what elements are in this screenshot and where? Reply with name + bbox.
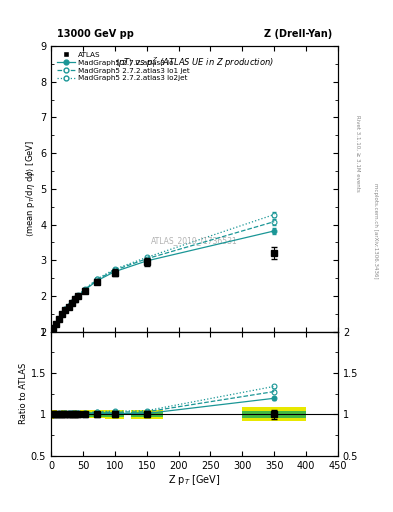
Text: 13000 GeV pp: 13000 GeV pp xyxy=(57,29,134,39)
Bar xyxy=(51,410,54,419)
Bar xyxy=(51,412,54,417)
Bar xyxy=(131,412,163,417)
Text: mcplots.cern.ch [arXiv:1306.3436]: mcplots.cern.ch [arXiv:1306.3436] xyxy=(373,183,378,278)
Bar xyxy=(54,410,57,418)
Bar xyxy=(67,412,70,416)
Bar xyxy=(61,410,64,418)
Bar xyxy=(77,412,80,416)
Bar xyxy=(131,410,163,419)
Bar xyxy=(70,411,73,418)
Text: ATLAS_2019_I1736531: ATLAS_2019_I1736531 xyxy=(151,236,238,245)
Y-axis label: Ratio to ATLAS: Ratio to ATLAS xyxy=(19,363,28,424)
Bar xyxy=(64,412,67,416)
Bar xyxy=(67,411,70,418)
Bar xyxy=(57,412,61,416)
Bar xyxy=(77,411,80,418)
Bar xyxy=(80,410,89,418)
Bar xyxy=(242,411,306,418)
Bar xyxy=(54,412,57,417)
Text: Rivet 3.1.10, ≥ 3.1M events: Rivet 3.1.10, ≥ 3.1M events xyxy=(355,115,360,192)
Bar xyxy=(73,412,77,416)
Bar xyxy=(80,412,89,416)
Legend: ATLAS, MadGraph5 2.7.2.atlas3 lo, MadGraph5 2.7.2.atlas3 lo1 jet, MadGraph5 2.7.: ATLAS, MadGraph5 2.7.2.atlas3 lo, MadGra… xyxy=(54,49,193,84)
Bar xyxy=(105,412,125,417)
Text: $\langle$pT$\rangle$ vs $p_T^Z$ (ATLAS UE in Z production): $\langle$pT$\rangle$ vs $p_T^Z$ (ATLAS U… xyxy=(115,55,274,70)
Bar xyxy=(73,411,77,418)
Bar xyxy=(61,412,64,417)
Y-axis label: $\langle$mean p$_T$/d$\eta$ d$\phi\rangle$ [GeV]: $\langle$mean p$_T$/d$\eta$ d$\phi\rangl… xyxy=(24,140,37,237)
Bar xyxy=(105,410,125,418)
Text: Z (Drell-Yan): Z (Drell-Yan) xyxy=(264,29,332,39)
Bar xyxy=(242,408,306,421)
Bar xyxy=(64,411,67,418)
Bar xyxy=(70,413,73,416)
Bar xyxy=(57,411,61,418)
Bar xyxy=(89,412,105,417)
X-axis label: Z p$_T$ [GeV]: Z p$_T$ [GeV] xyxy=(168,473,221,487)
Bar xyxy=(89,410,105,418)
